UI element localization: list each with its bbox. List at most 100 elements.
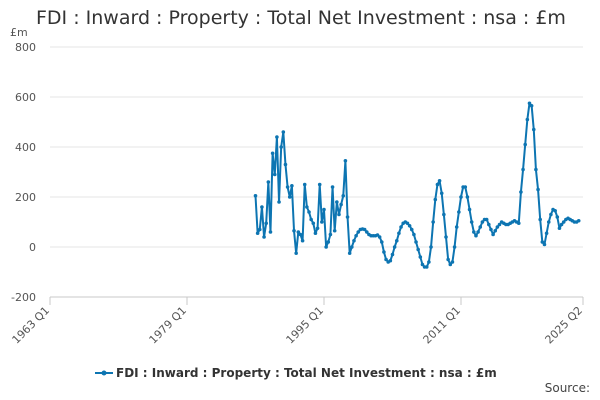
data-point[interactable] [302, 182, 307, 187]
data-point[interactable] [298, 232, 303, 237]
data-point[interactable] [260, 205, 264, 209]
data-point[interactable] [311, 221, 316, 226]
data-point[interactable] [332, 228, 337, 233]
data-point[interactable] [294, 251, 298, 256]
data-point[interactable] [317, 182, 322, 187]
data-point[interactable] [307, 210, 311, 214]
data-point[interactable] [292, 228, 296, 233]
data-point[interactable] [330, 185, 335, 189]
data-point[interactable] [557, 226, 562, 231]
data-point[interactable] [341, 193, 346, 198]
data-point[interactable] [424, 265, 429, 269]
data-point[interactable] [264, 221, 269, 226]
data-point[interactable] [362, 227, 367, 232]
data-point[interactable] [399, 225, 403, 229]
data-point[interactable] [272, 172, 277, 177]
data-point[interactable] [454, 225, 459, 229]
data-point[interactable] [384, 257, 388, 262]
data-point[interactable] [262, 235, 266, 239]
data-point[interactable] [352, 238, 356, 243]
data-point[interactable] [429, 245, 433, 249]
data-point[interactable] [484, 217, 489, 222]
data-point[interactable] [414, 240, 418, 244]
data-point[interactable] [534, 167, 538, 172]
data-point[interactable] [536, 187, 540, 192]
legend[interactable]: FDI : Inward : Property : Total Net Inve… [95, 366, 497, 380]
data-point[interactable] [467, 207, 472, 212]
data-point[interactable] [559, 222, 564, 227]
data-point[interactable] [379, 240, 384, 244]
data-point[interactable] [457, 210, 461, 214]
data-point[interactable] [549, 212, 553, 217]
data-point[interactable] [480, 220, 485, 224]
data-point[interactable] [324, 245, 328, 249]
data-point[interactable] [354, 233, 358, 238]
data-point[interactable] [345, 215, 350, 219]
data-point[interactable] [542, 242, 547, 247]
data-point[interactable] [328, 232, 333, 237]
data-point[interactable] [491, 232, 495, 237]
data-point[interactable] [390, 252, 395, 257]
data-point[interactable] [474, 233, 478, 238]
data-point[interactable] [388, 258, 393, 263]
data-point[interactable] [309, 217, 313, 222]
data-point[interactable] [392, 245, 397, 249]
data-point[interactable] [525, 117, 530, 122]
data-point[interactable] [253, 193, 258, 198]
data-point[interactable] [487, 222, 491, 227]
data-point[interactable] [448, 262, 453, 267]
data-point[interactable] [350, 245, 354, 249]
data-point[interactable] [431, 220, 435, 224]
data-point[interactable] [397, 231, 401, 236]
data-point[interactable] [326, 240, 331, 244]
data-point[interactable] [576, 218, 581, 223]
data-point[interactable] [544, 231, 549, 236]
data-point[interactable] [459, 195, 463, 199]
data-point[interactable] [300, 238, 305, 243]
data-point[interactable] [266, 180, 271, 184]
data-point[interactable] [283, 162, 288, 167]
data-point[interactable] [478, 225, 483, 229]
data-point[interactable] [270, 151, 275, 156]
data-point[interactable] [315, 226, 320, 231]
data-point[interactable] [418, 255, 423, 259]
data-point[interactable] [439, 191, 444, 196]
data-point[interactable] [277, 200, 281, 204]
data-point[interactable] [335, 200, 339, 204]
data-point[interactable] [394, 238, 399, 243]
data-point[interactable] [555, 215, 560, 219]
data-point[interactable] [495, 225, 500, 229]
data-point[interactable] [489, 227, 493, 232]
data-point[interactable] [538, 217, 542, 222]
data-point[interactable] [521, 167, 525, 172]
data-point[interactable] [516, 221, 521, 226]
data-point[interactable] [287, 195, 292, 199]
data-point[interactable] [343, 158, 348, 163]
data-point[interactable] [322, 207, 326, 212]
data-point[interactable] [437, 178, 442, 183]
data-point[interactable] [420, 262, 425, 267]
data-point[interactable] [365, 230, 369, 234]
data-point[interactable] [497, 222, 502, 227]
data-point[interactable] [493, 228, 498, 233]
data-point[interactable] [450, 260, 455, 264]
data-point[interactable] [427, 260, 431, 264]
data-point[interactable] [531, 127, 536, 132]
data-point[interactable] [452, 245, 457, 249]
data-point[interactable] [285, 185, 290, 189]
data-point[interactable] [268, 230, 273, 234]
data-point[interactable] [446, 257, 450, 262]
data-point[interactable] [296, 230, 301, 234]
source-label[interactable]: Source: [544, 381, 590, 395]
data-point[interactable] [546, 220, 551, 224]
data-point[interactable] [347, 251, 352, 256]
data-point[interactable] [377, 235, 382, 239]
data-point[interactable] [469, 220, 474, 224]
data-point[interactable] [382, 250, 386, 254]
data-point[interactable] [433, 197, 438, 202]
data-point[interactable] [290, 183, 294, 188]
data-point[interactable] [339, 202, 343, 207]
data-point[interactable] [519, 190, 523, 194]
data-point[interactable] [405, 221, 410, 226]
data-point[interactable] [523, 142, 527, 147]
